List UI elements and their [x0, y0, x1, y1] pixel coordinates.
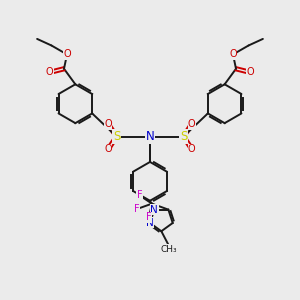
- Text: O: O: [247, 68, 254, 77]
- Text: F: F: [136, 190, 142, 200]
- Text: O: O: [188, 144, 196, 154]
- Text: F: F: [134, 204, 140, 214]
- Text: N: N: [151, 205, 158, 214]
- Text: O: O: [188, 119, 196, 129]
- Text: S: S: [113, 130, 120, 143]
- Text: O: O: [229, 50, 237, 59]
- Text: O: O: [104, 119, 112, 129]
- Text: O: O: [104, 144, 112, 154]
- Text: O: O: [46, 68, 53, 77]
- Text: N: N: [146, 130, 154, 143]
- Text: CH₃: CH₃: [160, 244, 177, 253]
- Text: O: O: [63, 50, 71, 59]
- Text: F: F: [146, 212, 152, 222]
- Text: S: S: [180, 130, 187, 143]
- Text: N: N: [146, 218, 154, 228]
